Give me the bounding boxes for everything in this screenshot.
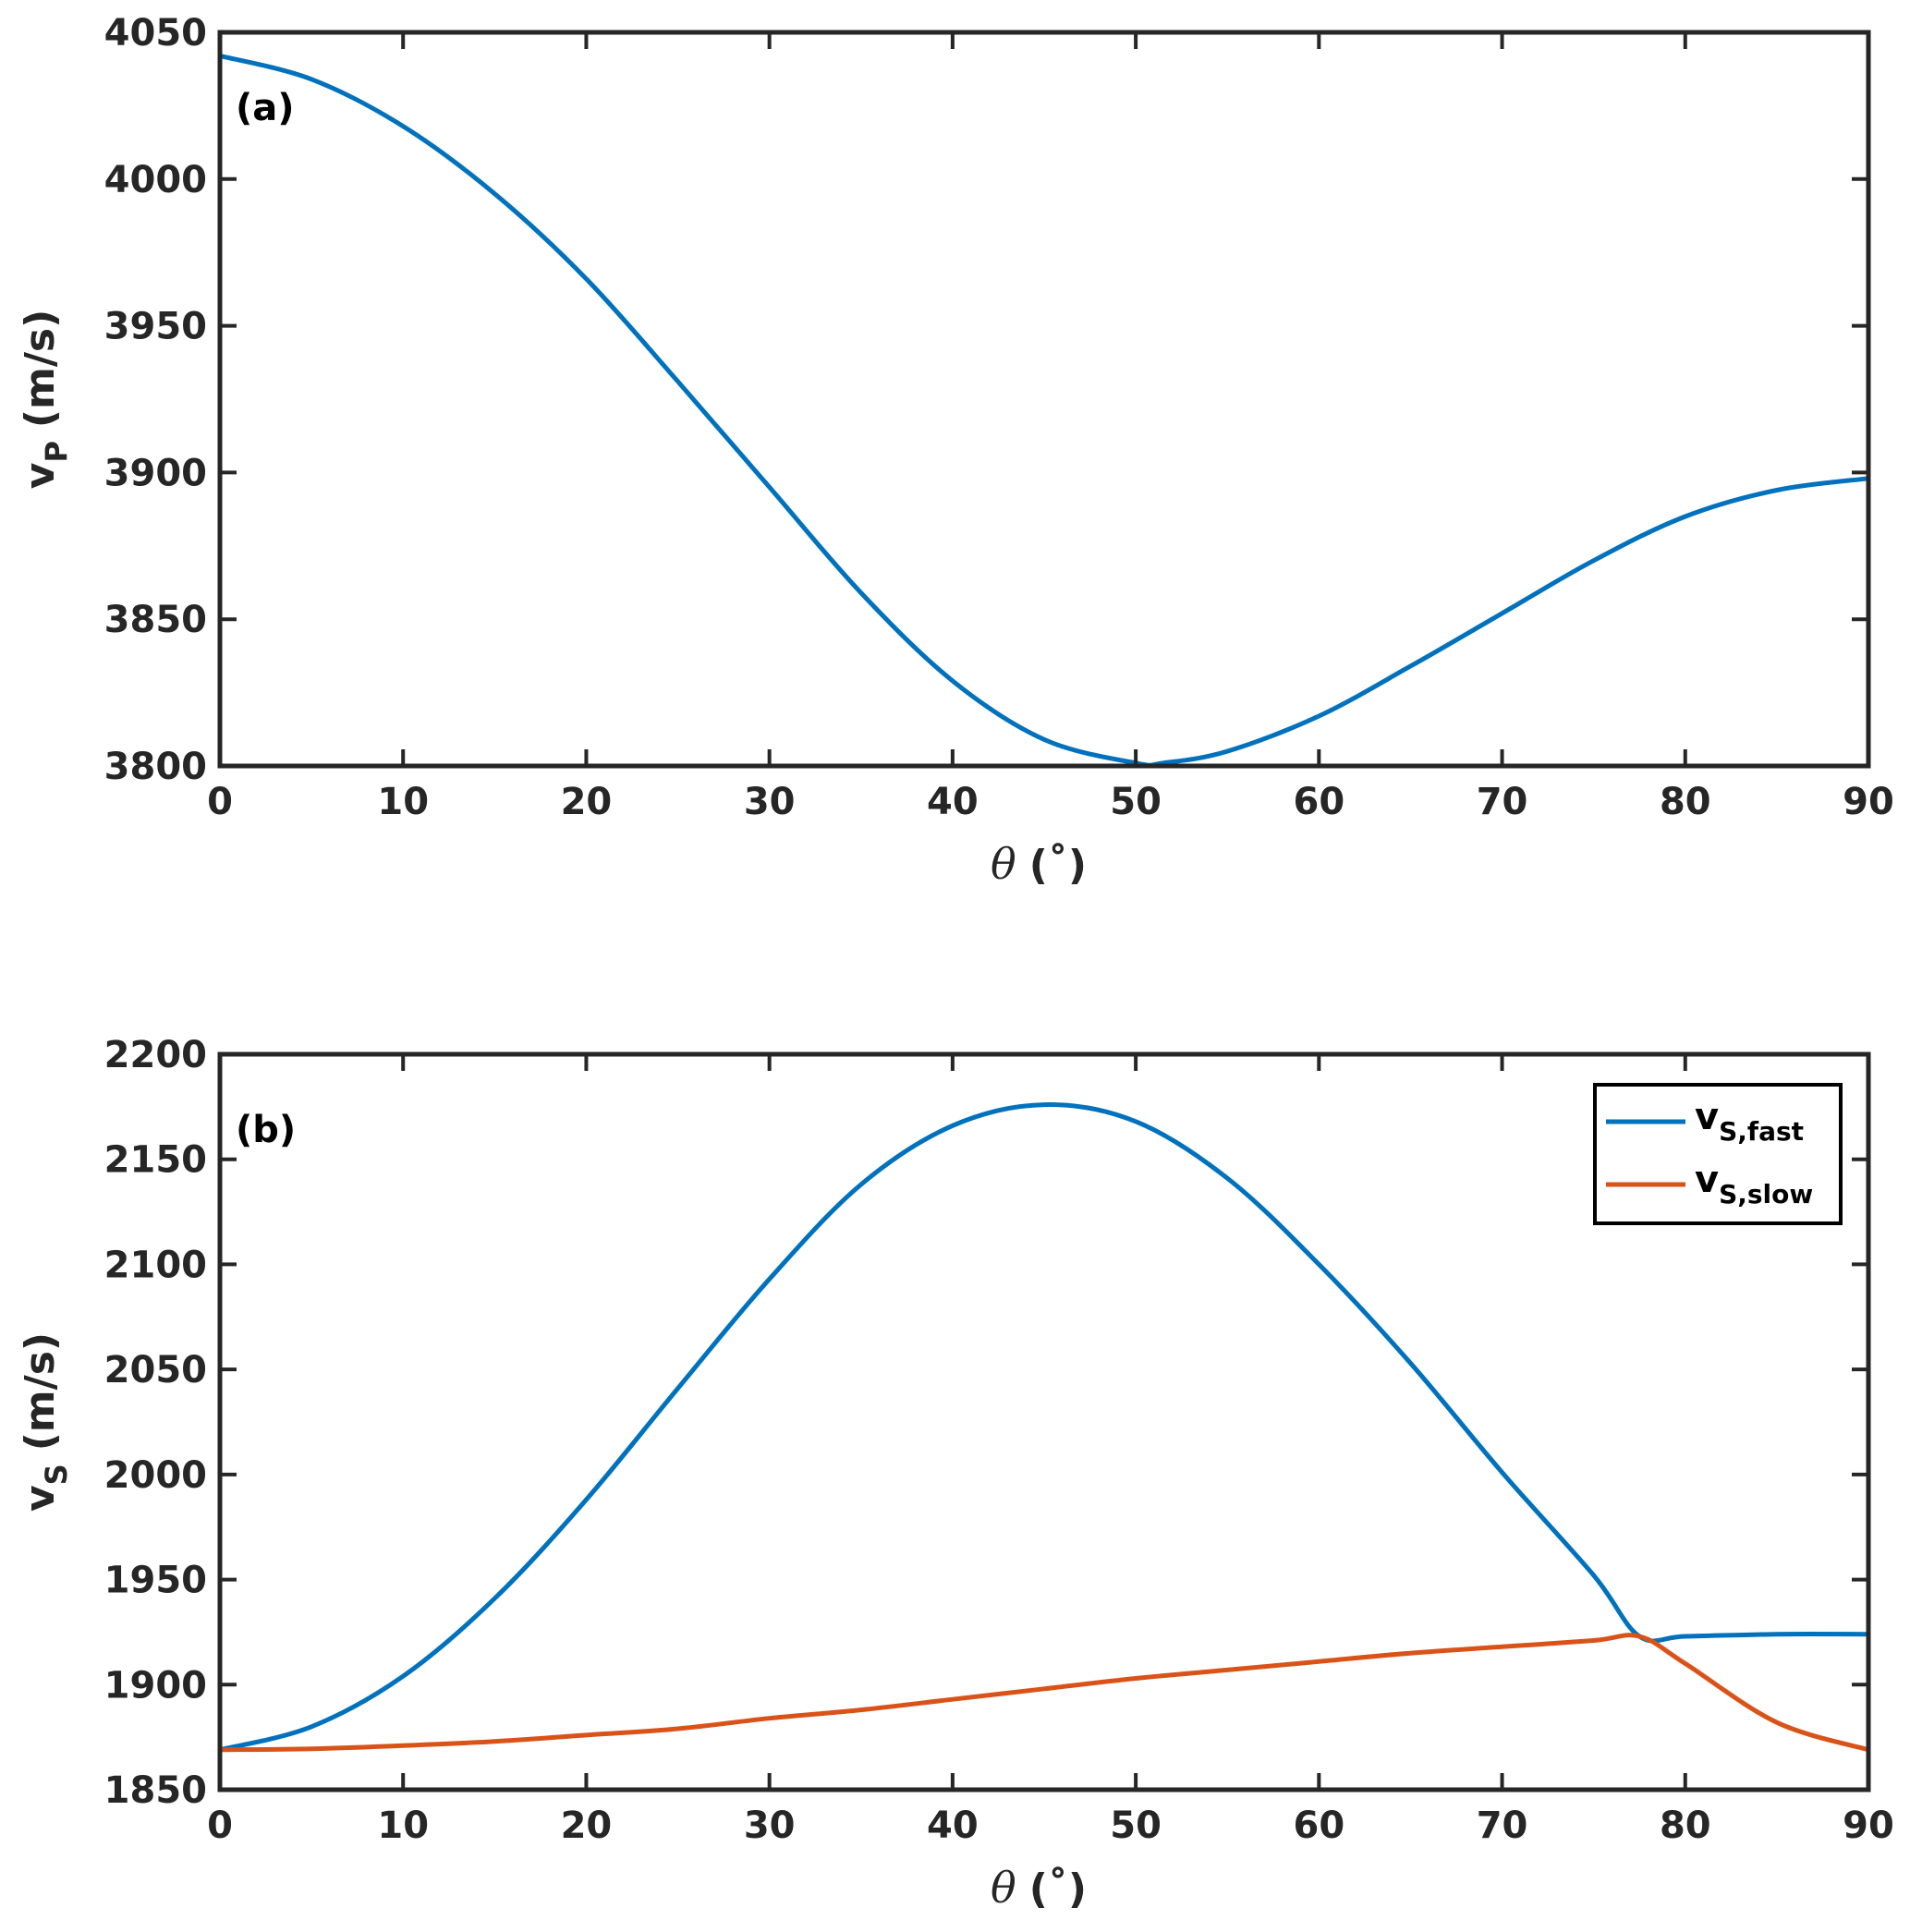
panel-a-chart: 0 10 20 30 40 50 60 70 80 90380038503900395040004… <box>17 12 1894 889</box>
y-axis-subscript: P <box>39 441 74 462</box>
panel-b-label: (b) <box>236 1109 296 1151</box>
panel-b-series-line-1 <box>219 1633 1869 1753</box>
x-tick-label: 0 <box>207 781 233 823</box>
legend-box <box>1593 1083 1843 1225</box>
x-tick-label: 50 <box>1110 781 1162 823</box>
y-tick-label: 1850 <box>104 1769 207 1812</box>
legend-label-slow: vS,slow <box>1695 1159 1813 1209</box>
y-tick-label: 3850 <box>104 599 207 641</box>
x-tick-label: 50 <box>1110 1804 1162 1847</box>
x-tick-label: 90 <box>1843 1804 1894 1847</box>
x-tick-label: 0 <box>207 1804 233 1847</box>
legend-label-fast: vS,fast <box>1695 1096 1804 1147</box>
x-tick-label: 10 <box>377 1804 429 1847</box>
panel-a-label: (a) <box>236 87 295 129</box>
y-tick-label: 2000 <box>104 1454 207 1497</box>
y-axis-unit: (m/s) <box>17 1332 64 1451</box>
y-tick-label: 3900 <box>104 452 207 494</box>
y-axis-unit: (m/s) <box>17 310 64 428</box>
panel-b-x-axis-label: θ (˚) <box>991 1863 1087 1913</box>
panel-a-x-axis-label: θ (˚) <box>991 839 1087 889</box>
panel-b-ticks: 0 10 20 30 40 50 60 70 80 90 1850 1900 1950 2000 2050 2… <box>104 1034 1894 1847</box>
panel-b-series <box>219 1102 1869 1753</box>
x-tick-label: 40 <box>927 781 979 823</box>
x-tick-label: 70 <box>1477 781 1528 823</box>
y-axis-main: v <box>17 462 64 489</box>
panel-a-axes-box <box>217 30 1871 769</box>
y-tick-label: 3800 <box>104 746 207 788</box>
y-tick-label: 2050 <box>104 1349 207 1391</box>
panel-b-series-line-0 <box>219 1102 1869 1753</box>
y-axis-main: v <box>17 1485 64 1512</box>
y-tick-label: 2200 <box>104 1034 207 1076</box>
x-axis-symbol: θ <box>991 839 1016 889</box>
x-tick-label: 90 <box>1843 781 1894 823</box>
panel-a-series <box>219 53 1869 768</box>
x-tick-label: 30 <box>744 781 796 823</box>
x-tick-label: 10 <box>377 781 429 823</box>
y-tick-label: 4050 <box>104 12 207 55</box>
x-tick-label: 20 <box>561 781 613 823</box>
y-tick-label: 2100 <box>104 1244 207 1286</box>
x-tick-label: 60 <box>1293 781 1344 823</box>
x-tick-label: 30 <box>744 1804 796 1847</box>
y-tick-label: 1950 <box>104 1560 207 1602</box>
legend: vS,fast vS,slow <box>1593 1083 1843 1225</box>
y-tick-label: 1900 <box>104 1664 207 1707</box>
panel-a-y-axis-label: vP (m/s) <box>17 310 74 489</box>
panel-a-series-line-0 <box>219 53 1869 768</box>
x-tick-label: 20 <box>561 1804 613 1847</box>
panel-b-chart: 0 10 20 30 40 50 60 70 80 90 1850 1900 1950 2000 2050 2… <box>17 1034 1894 1913</box>
y-tick-label: 2150 <box>104 1139 207 1182</box>
x-tick-label: 80 <box>1660 1804 1711 1847</box>
x-axis-symbol: θ <box>991 1863 1016 1913</box>
x-tick-label: 80 <box>1660 781 1711 823</box>
panel-b-axes-box <box>217 1051 1871 1792</box>
panel-b-y-axis-label: vS (m/s) <box>17 1332 74 1512</box>
y-axis-subscript: S <box>39 1464 74 1485</box>
y-tick-label: 3950 <box>104 306 207 348</box>
x-tick-label: 60 <box>1293 1804 1344 1847</box>
x-tick-label: 40 <box>927 1804 979 1847</box>
x-tick-label: 70 <box>1477 1804 1528 1847</box>
y-tick-label: 4000 <box>104 159 207 201</box>
panel-a-ticks: 0 10 20 30 40 50 60 70 80 90380038503900395040004… <box>104 12 1894 823</box>
x-axis-unit: (˚) <box>1029 1865 1087 1913</box>
x-axis-unit: (˚) <box>1029 842 1087 889</box>
